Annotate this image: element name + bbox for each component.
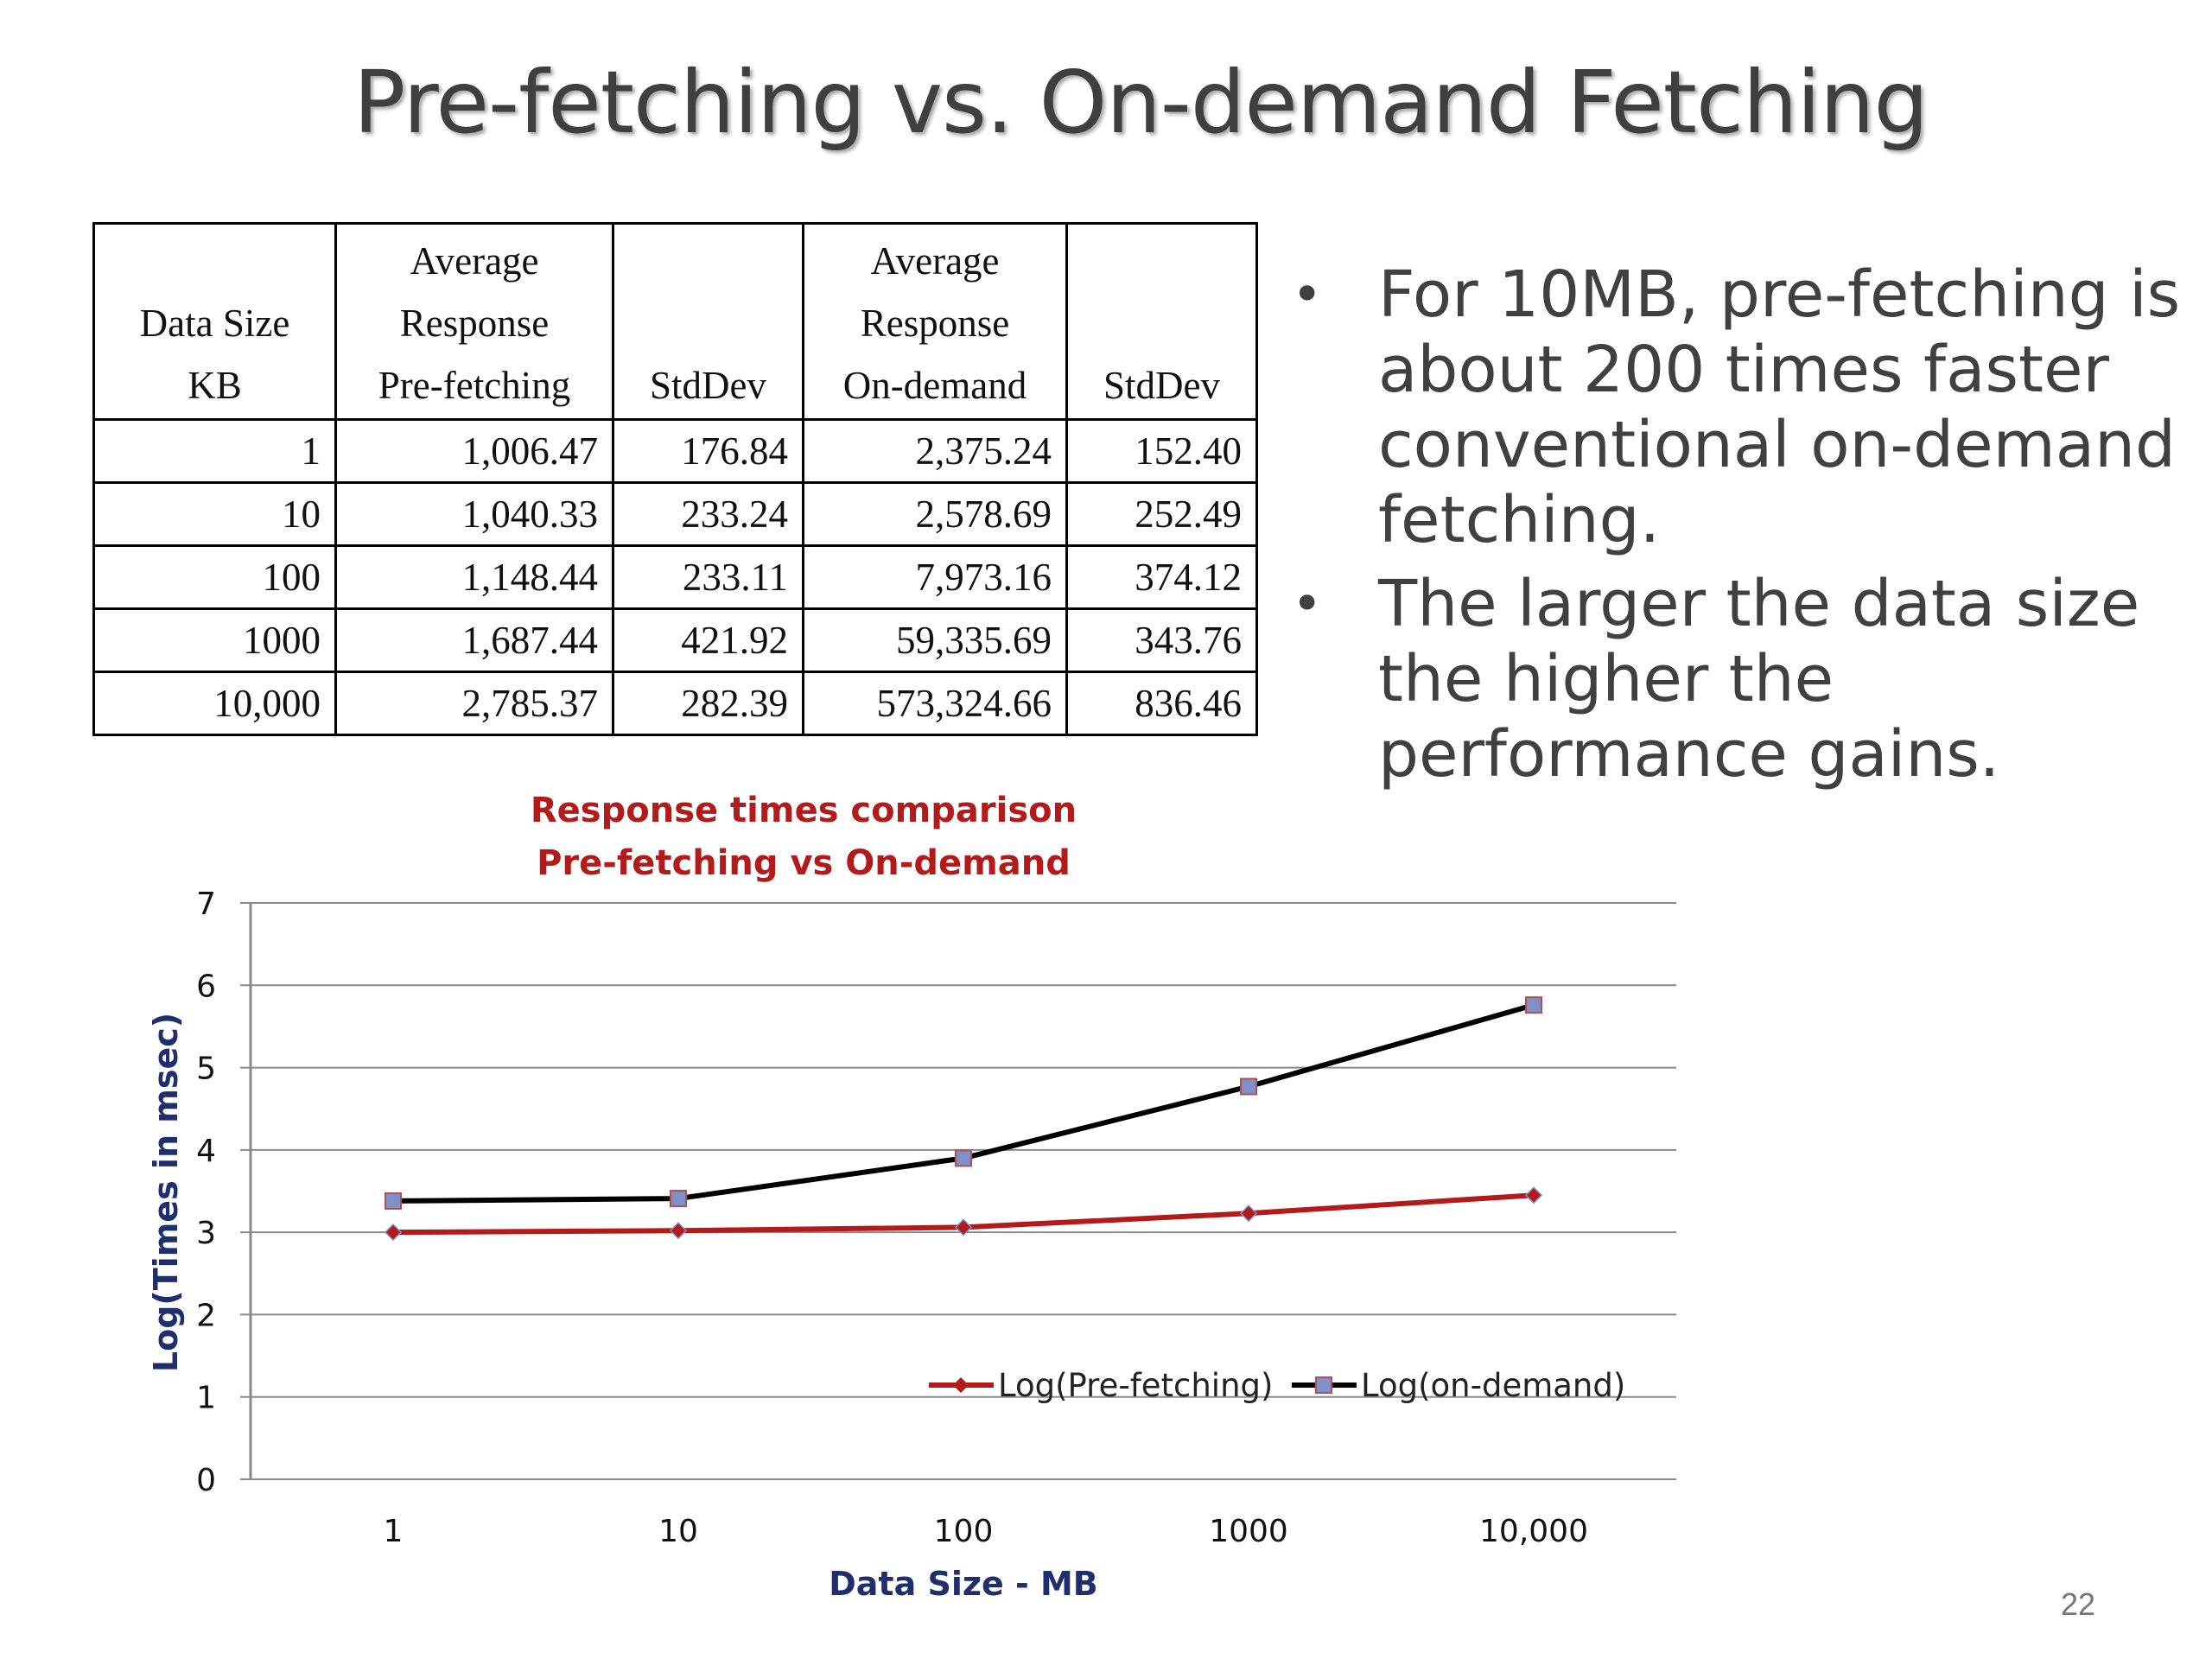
table-cell: 343.76 <box>1065 607 1258 673</box>
header-avg-prefetching: Average Response Pre-fetching <box>334 222 614 421</box>
bullet-dot-icon: • <box>1292 574 1323 634</box>
legend-label: Log(Pre-fetching) <box>998 1367 1273 1404</box>
table-cell: 1 <box>92 418 337 484</box>
data-point-ondemand <box>385 1192 402 1210</box>
header-line: Data Size <box>139 302 290 345</box>
header-line: On-demand <box>842 364 1027 407</box>
data-point-prefetching <box>954 1218 973 1236</box>
table-header-row: Data Size KB Average Response Pre-fetchi… <box>92 222 1258 421</box>
chart-legend: Log(Pre-fetching) Log(on-demand) <box>929 1367 1625 1404</box>
table-cell: 59,335.69 <box>802 607 1068 673</box>
bullet-list: • For 10MB, pre-fetching is about 200 ti… <box>1292 257 2182 801</box>
table-cell: 10,000 <box>92 671 337 736</box>
chart-title-line-2: Pre-fetching vs On-demand <box>537 843 1071 883</box>
slide-title: Pre-fetching vs. On-demand Fetching <box>353 52 1929 153</box>
header-line: Response <box>860 302 1010 345</box>
y-tick-label: 2 <box>196 1298 216 1333</box>
table-cell: 2,375.24 <box>802 418 1068 484</box>
y-tick-label: 1 <box>196 1381 216 1416</box>
x-axis-title: Data Size - MB <box>829 1565 1098 1603</box>
header-data-size: Data Size KB <box>92 222 337 421</box>
header-line: Pre-fetching <box>378 364 571 407</box>
chart-title-line-1: Response times comparison <box>531 791 1077 830</box>
series-lines <box>384 996 1543 1242</box>
table-cell: 252.49 <box>1065 481 1258 547</box>
table-cell: 836.46 <box>1065 671 1258 736</box>
y-tick-label: 0 <box>196 1463 216 1498</box>
table-cell: 1,040.33 <box>334 481 614 547</box>
table-cell: 233.11 <box>612 544 804 610</box>
x-tick-label: 10,000 <box>1479 1514 1588 1549</box>
header-stddev-prefetching: StdDev <box>612 222 804 421</box>
table-cell: 233.24 <box>612 481 804 547</box>
bullet-item: • For 10MB, pre-fetching is about 200 ti… <box>1292 257 2182 558</box>
bullet-text: The larger the data size the higher the … <box>1378 567 2140 791</box>
x-tick-labels: 1 10 100 1000 10,000 <box>384 1514 1588 1549</box>
header-line: Average <box>870 239 1000 283</box>
table-cell: 573,324.66 <box>802 671 1068 736</box>
y-tick-label: 4 <box>196 1134 216 1169</box>
table-cell: 1000 <box>92 607 337 673</box>
table-cell: 1,687.44 <box>334 607 614 673</box>
y-axis-title: Log(Times in msec) <box>147 1013 185 1372</box>
table-cell: 7,973.16 <box>802 544 1068 610</box>
x-tick-label: 1000 <box>1209 1514 1288 1549</box>
x-tick-label: 1 <box>384 1514 404 1549</box>
y-tick-label: 6 <box>196 969 216 1004</box>
header-avg-ondemand: Average Response On-demand <box>802 222 1068 421</box>
data-point-prefetching <box>384 1224 403 1242</box>
y-tick-label: 3 <box>196 1216 216 1251</box>
x-tick-label: 10 <box>658 1514 698 1549</box>
legend-marker <box>1315 1376 1332 1394</box>
header-line: KB <box>188 364 242 407</box>
data-point-ondemand <box>1240 1077 1257 1096</box>
page-number: 22 <box>2061 1586 2096 1622</box>
table-row: 100 1,148.44 233.11 7,973.16 374.12 <box>92 544 1258 610</box>
bullet-dot-icon: • <box>1292 264 1323 325</box>
table-cell: 10 <box>92 481 337 547</box>
header-line: StdDev <box>1103 364 1220 407</box>
table-cell: 282.39 <box>612 671 804 736</box>
header-line: Average <box>410 239 539 283</box>
table-cell: 1,148.44 <box>334 544 614 610</box>
data-point-prefetching <box>669 1222 688 1240</box>
table-cell: 2,578.69 <box>802 481 1068 547</box>
table-cell: 2,785.37 <box>334 671 614 736</box>
table-cell: 1,006.47 <box>334 418 614 484</box>
series-line-ondemand <box>392 1002 1535 1204</box>
table-cell: 421.92 <box>612 607 804 673</box>
table-cell: 374.12 <box>1065 544 1258 610</box>
table-row: 10,000 2,785.37 282.39 573,324.66 836.46 <box>92 671 1258 736</box>
header-stddev-ondemand: StdDev <box>1065 222 1258 421</box>
data-point-ondemand <box>955 1149 972 1167</box>
bullet-item: • The larger the data size the higher th… <box>1292 567 2182 792</box>
table-row: 1 1,006.47 176.84 2,375.24 152.40 <box>92 418 1258 484</box>
header-line: Response <box>399 302 550 345</box>
results-table: Data Size KB Average Response Pre-fetchi… <box>92 222 1258 736</box>
bullet-text: For 10MB, pre-fetching is about 200 time… <box>1378 257 2181 557</box>
table-cell: 176.84 <box>612 418 804 484</box>
data-point-prefetching <box>1524 1186 1543 1205</box>
data-point-ondemand <box>670 1190 687 1208</box>
y-tick-labels: 0 1 2 3 4 5 6 7 <box>196 887 216 1498</box>
x-tick-label: 100 <box>934 1514 994 1549</box>
table-cell: 100 <box>92 544 337 610</box>
legend-label: Log(on-demand) <box>1361 1367 1625 1404</box>
table-cell: 152.40 <box>1065 418 1258 484</box>
data-point-ondemand <box>1525 996 1542 1014</box>
data-point-prefetching <box>1239 1205 1258 1223</box>
y-tick-label: 5 <box>196 1052 216 1087</box>
y-tick-label: 7 <box>196 887 216 922</box>
table-row: 10 1,040.33 233.24 2,578.69 252.49 <box>92 481 1258 547</box>
table-row: 1000 1,687.44 421.92 59,335.69 343.76 <box>92 607 1258 673</box>
header-line: StdDev <box>650 364 766 407</box>
legend-marker <box>953 1377 969 1393</box>
